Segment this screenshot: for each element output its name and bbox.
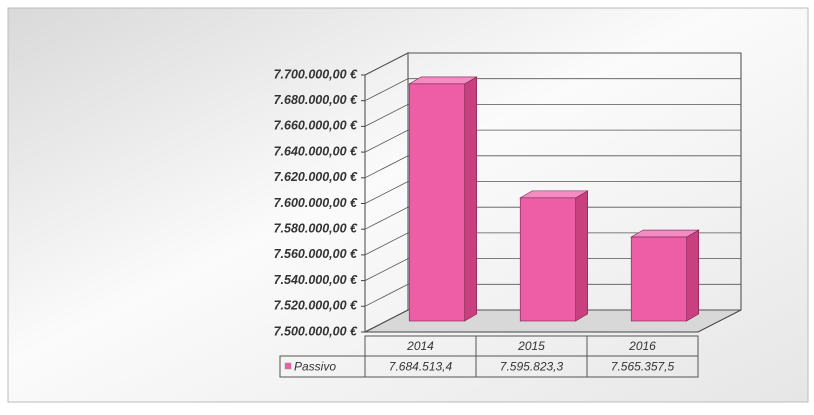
- y-tick-label: 7.540.000,00 €: [274, 273, 358, 287]
- y-tick-label: 7.620.000,00 €: [274, 170, 358, 184]
- y-tick-label: 7.560.000,00 €: [274, 247, 358, 261]
- plot: 7.500.000,00 € 7.520.000,00 € 7.540.000,00…: [274, 52, 742, 378]
- y-tick-label: 7.660.000,00 €: [274, 119, 358, 133]
- bar-top: [408, 76, 478, 85]
- value-label: 7.595.823,3: [500, 360, 564, 374]
- y-tick-label: 7.520.000,00 €: [274, 299, 358, 313]
- bar-top: [519, 190, 589, 199]
- grid-line: [364, 232, 741, 256]
- grid-line: [364, 309, 741, 333]
- bar: [519, 197, 577, 322]
- value-label: 7.684.513,4: [389, 360, 453, 374]
- grid-line: [364, 52, 741, 76]
- grid-line: [364, 155, 741, 179]
- bar: [630, 236, 688, 322]
- grid-line: [364, 104, 741, 127]
- y-tick-label: 7.680.000,00 €: [274, 93, 358, 107]
- grid-line: [364, 258, 741, 281]
- bar-side: [575, 190, 589, 322]
- grid-line: [364, 78, 741, 102]
- grid-line: [364, 129, 741, 153]
- bar-top: [630, 229, 700, 238]
- grid-line: [364, 181, 741, 204]
- x-tick-label: 2014: [406, 339, 434, 353]
- value-label: 7.565.357,5: [611, 360, 675, 374]
- bar: [408, 83, 466, 322]
- bar-side: [686, 229, 700, 322]
- x-tick-label: 2016: [628, 339, 656, 353]
- y-tick-label: 7.700.000,00 €: [274, 67, 358, 81]
- y-tick-label: 7.500.000,00 €: [274, 324, 358, 338]
- grid-line: [364, 283, 741, 307]
- legend-label: Passivo: [294, 360, 336, 374]
- x-tick-label: 2015: [517, 339, 545, 353]
- bar-side: [464, 76, 478, 322]
- y-tick-label: 7.580.000,00 €: [274, 221, 358, 235]
- y-tick-label: 7.600.000,00 €: [274, 196, 358, 210]
- y-tick-label: 7.640.000,00 €: [274, 144, 358, 158]
- grid-line: [364, 206, 741, 230]
- legend-key: [284, 362, 292, 370]
